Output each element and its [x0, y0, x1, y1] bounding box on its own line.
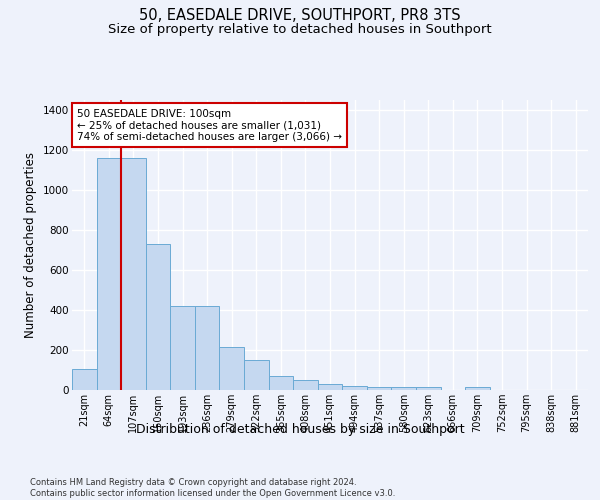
Y-axis label: Number of detached properties: Number of detached properties	[25, 152, 37, 338]
Text: Distribution of detached houses by size in Southport: Distribution of detached houses by size …	[136, 422, 464, 436]
Bar	[220, 347, 244, 390]
Bar	[269, 376, 293, 390]
Bar	[293, 380, 318, 390]
Bar	[318, 384, 342, 390]
Text: Contains HM Land Registry data © Crown copyright and database right 2024.
Contai: Contains HM Land Registry data © Crown c…	[30, 478, 395, 498]
Bar	[391, 387, 416, 390]
Bar	[416, 387, 440, 390]
Bar	[367, 387, 391, 390]
Bar	[72, 369, 97, 390]
Text: Size of property relative to detached houses in Southport: Size of property relative to detached ho…	[108, 22, 492, 36]
Bar	[244, 360, 269, 390]
Text: 50 EASEDALE DRIVE: 100sqm
← 25% of detached houses are smaller (1,031)
74% of se: 50 EASEDALE DRIVE: 100sqm ← 25% of detac…	[77, 108, 342, 142]
Bar	[195, 306, 220, 390]
Bar	[465, 387, 490, 390]
Bar	[146, 244, 170, 390]
Bar	[170, 306, 195, 390]
Bar	[97, 158, 121, 390]
Text: 50, EASEDALE DRIVE, SOUTHPORT, PR8 3TS: 50, EASEDALE DRIVE, SOUTHPORT, PR8 3TS	[139, 8, 461, 22]
Bar	[342, 386, 367, 390]
Bar	[121, 158, 146, 390]
